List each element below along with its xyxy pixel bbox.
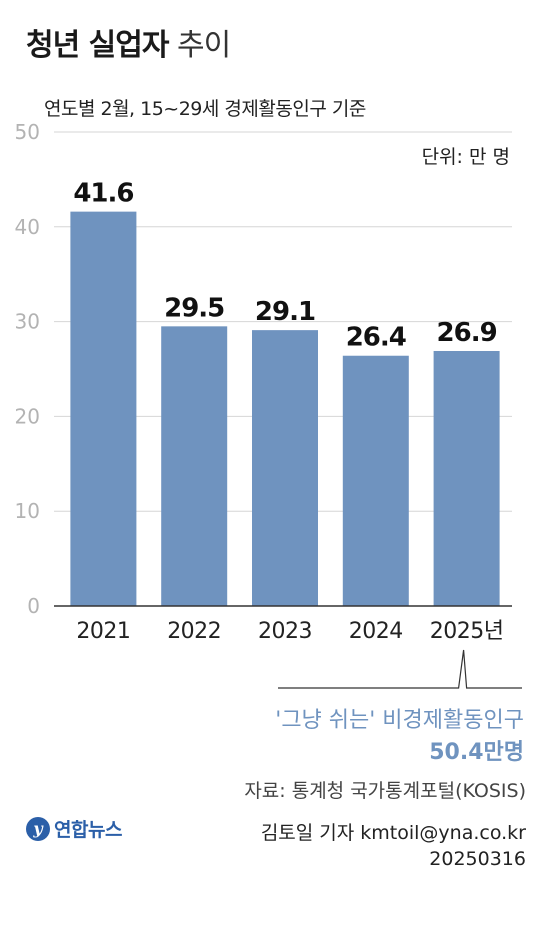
bar-chart: 0 10 20 30 40 50 41.6 2021 29.5 2022 29.1 2023 26.4 2… — [15, 120, 522, 689]
value-label-2022: 29.5 — [164, 293, 224, 323]
title-bold: 청년 실업자 — [26, 28, 169, 63]
x-tick-label-2025년: 2025년 — [430, 619, 504, 644]
y-tick-label-50: 50 — [15, 120, 40, 144]
y-tick-label-20: 20 — [15, 404, 40, 428]
value-label-2025년: 26.9 — [437, 318, 497, 348]
bar-2024 — [342, 355, 409, 606]
annotation-line2: 50.4만명 — [429, 740, 524, 765]
bar-2021 — [70, 211, 137, 606]
value-label-2024: 26.4 — [346, 323, 406, 353]
value-label-2023: 29.1 — [255, 297, 315, 327]
bar-2023 — [252, 330, 318, 606]
y-tick-label-0: 0 — [27, 594, 40, 618]
bar-2025년 — [433, 350, 500, 606]
unit-label: 단위: 만 명 — [421, 146, 510, 168]
credit-text: 김토일 기자 kmtoil@yna.co.kr — [260, 822, 526, 844]
annotation-bracket — [278, 649, 522, 689]
logo-text: 연합뉴스 — [54, 819, 122, 841]
chart-title: 청년 실업자 추이 — [26, 20, 231, 64]
x-tick-label-2022: 2022 — [167, 619, 221, 644]
chart-subtitle: 연도별 2월, 15~29세 경제활동인구 기준 — [44, 98, 366, 120]
y-tick-label-40: 40 — [15, 215, 40, 239]
x-tick-label-2024: 2024 — [349, 619, 403, 644]
source-text: 자료: 통계청 국가통계포털(KOSIS) — [244, 780, 526, 802]
value-label-2021: 41.6 — [73, 179, 133, 209]
x-tick-label-2023: 2023 — [258, 619, 312, 644]
x-tick-label-2021: 2021 — [76, 619, 130, 644]
y-tick-label-10: 10 — [15, 499, 40, 523]
annotation-line1: '그냥 쉬는' 비경제활동인구 — [275, 708, 524, 733]
logo-mark-icon: y — [26, 816, 50, 841]
y-tick-label-30: 30 — [15, 310, 40, 334]
yonhap-logo: y 연합뉴스 — [26, 815, 122, 842]
title-light: 추이 — [177, 28, 231, 63]
date-text: 20250316 — [429, 848, 526, 870]
bar-2022 — [161, 326, 228, 606]
